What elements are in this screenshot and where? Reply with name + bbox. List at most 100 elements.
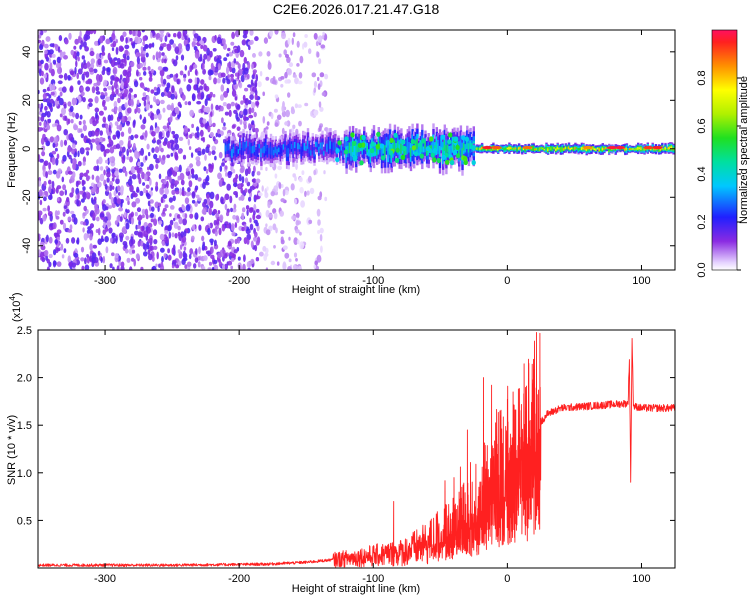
noise-cell: [111, 252, 115, 257]
noise-cell: [89, 50, 95, 57]
noise-cell: [270, 191, 276, 197]
noise-cell: [273, 108, 278, 113]
noise-cell: [147, 238, 152, 244]
carrier-cell: [408, 142, 411, 153]
noise-cell: [106, 177, 110, 183]
carrier-cell: [273, 149, 276, 156]
noise-cell: [151, 147, 155, 153]
noise-cell: [69, 105, 74, 113]
carrier-cell: [583, 148, 587, 150]
carrier-cell: [511, 147, 514, 150]
noise-cell: [38, 233, 41, 237]
noise-cell: [155, 263, 158, 268]
carrier-cell: [669, 146, 672, 150]
carrier-cell: [361, 144, 364, 152]
noise-cell: [166, 180, 169, 189]
noise-cell: [188, 253, 192, 260]
noise-cell: [75, 180, 79, 188]
noise-cell: [199, 53, 203, 62]
noise-cell: [202, 118, 207, 124]
noise-cell: [314, 260, 319, 266]
noise-cell: [202, 62, 205, 71]
carrier-cell: [596, 147, 600, 150]
noise-cell: [111, 232, 116, 238]
noise-cell: [259, 251, 264, 257]
noise-cell: [49, 43, 55, 48]
noise-cell: [230, 265, 234, 270]
noise-cell: [253, 203, 257, 212]
noise-cell: [105, 165, 109, 170]
noise-cell: [105, 96, 111, 102]
noise-cell: [285, 109, 291, 118]
carrier-cell: [411, 139, 414, 151]
noise-cell: [200, 44, 204, 50]
noise-cell: [54, 239, 58, 245]
noise-cell: [161, 183, 165, 190]
snr-frame: [37, 329, 676, 569]
carrier-cell: [659, 148, 662, 151]
noise-cell: [219, 165, 223, 172]
carrier-cell: [224, 145, 228, 152]
noise-cell: [107, 52, 111, 61]
noise-cell: [120, 81, 125, 90]
noise-cell: [204, 98, 208, 107]
noise-cell: [177, 43, 183, 50]
carrier-blob: [343, 149, 349, 155]
noise-cell: [63, 73, 68, 81]
noise-cell: [38, 103, 42, 109]
noise-cell: [161, 52, 165, 56]
noise-cell: [51, 180, 55, 189]
noise-cell: [194, 174, 199, 181]
noise-cell: [242, 34, 248, 39]
noise-cell: [262, 116, 266, 124]
colorbar-tick-label: 0.2: [696, 214, 708, 229]
noise-cell: [306, 190, 310, 196]
carrier-cell: [540, 147, 543, 150]
noise-cell: [222, 77, 226, 84]
noise-cell: [304, 34, 308, 38]
noise-cell: [126, 148, 129, 157]
noise-cell: [248, 196, 252, 202]
noise-cell: [69, 85, 74, 92]
noise-cell: [174, 143, 180, 151]
noise-cell: [147, 253, 153, 261]
noise-cell: [159, 30, 165, 35]
noise-cell: [182, 218, 188, 226]
noise-cell: [319, 234, 323, 242]
carrier-cell: [331, 144, 334, 152]
carrier-cell: [446, 144, 450, 153]
carrier-cell: [252, 146, 255, 154]
noise-cell: [270, 112, 274, 120]
noise-cell: [209, 50, 213, 58]
noise-cell: [52, 123, 56, 128]
carrier-blob: [449, 160, 455, 166]
noise-cell: [160, 99, 165, 105]
noise-cell: [129, 149, 132, 153]
noise-cell: [99, 136, 104, 143]
noise-cell: [247, 84, 252, 88]
noise-cell: [280, 230, 285, 235]
carrier-blob: [421, 138, 426, 144]
noise-cell: [309, 187, 315, 195]
carrier-cell: [364, 141, 368, 148]
carrier-blob: [471, 145, 476, 151]
noise-cell: [120, 261, 125, 268]
noise-cell: [109, 146, 115, 154]
noise-cell: [213, 239, 217, 246]
carrier-cell: [563, 148, 566, 151]
noise-cell: [89, 223, 94, 229]
carrier-cell: [380, 147, 384, 158]
noise-cell: [175, 55, 179, 61]
noise-cell: [127, 107, 132, 114]
noise-cell: [298, 120, 302, 127]
noise-cell: [243, 115, 247, 122]
noise-cell: [251, 107, 255, 114]
noise-cell: [119, 74, 123, 80]
noise-cell: [112, 266, 115, 270]
carrier-cell: [587, 148, 590, 151]
noise-cell: [136, 69, 139, 77]
carrier-cell: [372, 141, 376, 152]
noise-cell: [250, 240, 254, 249]
noise-cell: [49, 193, 53, 200]
noise-cell: [146, 226, 152, 234]
